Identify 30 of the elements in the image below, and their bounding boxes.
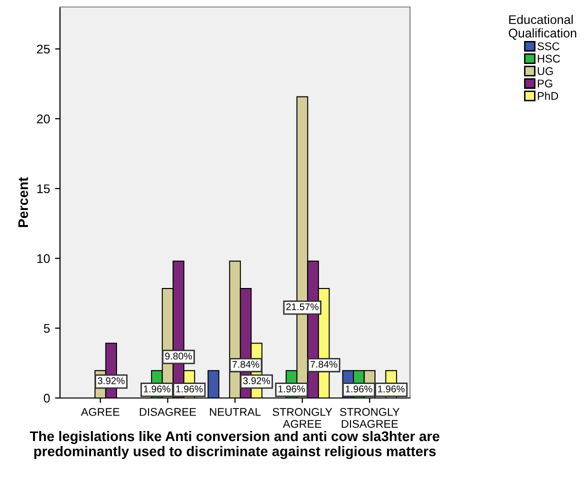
- data-label: 1.96%: [278, 386, 305, 392]
- data-label: 1.96%: [346, 386, 372, 392]
- legend-label: PG: [538, 80, 552, 88]
- y-tick-label: 5: [44, 324, 50, 333]
- legend-label: PhD: [538, 92, 558, 100]
- data-label: 21.57%: [286, 303, 318, 310]
- data-label: 3.92%: [98, 377, 125, 384]
- data-label: 7.84%: [310, 360, 338, 368]
- x-tick-label: AGREE: [80, 408, 120, 416]
- y-tick-label: 0: [44, 394, 50, 403]
- data-label: 9.80%: [165, 352, 192, 360]
- x-axis-title: The legislations like Anti conversion and anti cow sla3hter are predominantly used to discriminate against religious matters: [30, 430, 440, 460]
- x-tick-label: STRONGLY DISAGREE: [340, 408, 400, 428]
- x-tick-label: STRONGLY AGREE: [272, 408, 332, 428]
- legend-label: UG: [538, 67, 553, 76]
- y-tick-label: 10: [37, 254, 50, 264]
- x-tick-label: DISAGREE: [140, 408, 196, 416]
- data-label: 1.96%: [144, 386, 170, 392]
- legend-title: Educational Qualification: [508, 14, 576, 40]
- y-tick-label: 15: [37, 184, 50, 194]
- y-tick-label: 25: [37, 44, 50, 54]
- data-label: 1.96%: [176, 386, 203, 392]
- x-tick-label: NEUTRAL: [210, 408, 261, 416]
- data-label: 1.96%: [378, 386, 405, 392]
- y-tick-label: 20: [37, 114, 50, 124]
- legend-label: SSC: [537, 42, 560, 50]
- y-axis-title: Percent: [18, 177, 28, 228]
- legend-label: HSC: [538, 54, 560, 63]
- data-label: 7.84%: [232, 360, 260, 368]
- data-label: 3.92%: [243, 377, 270, 384]
